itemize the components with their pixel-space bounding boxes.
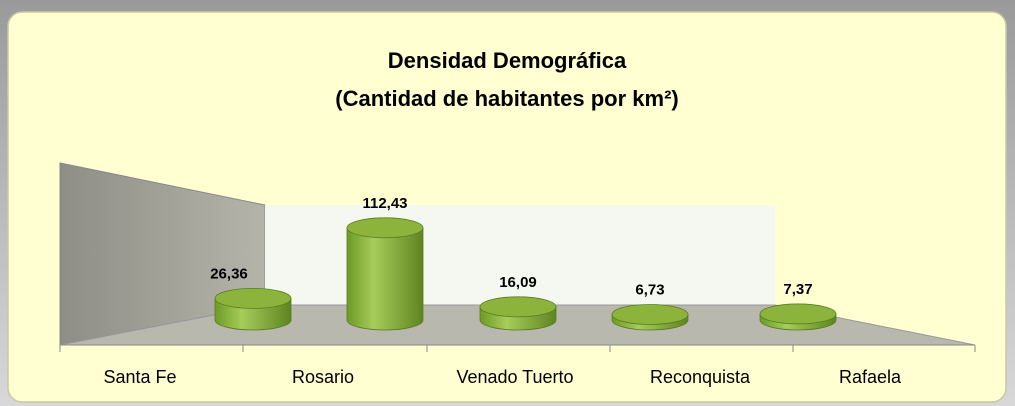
- x-tick-label: Venado Tuerto: [456, 367, 573, 387]
- bar: [346, 227, 424, 331]
- data-label: 7,37: [783, 281, 812, 298]
- data-label: 16,09: [499, 274, 537, 291]
- data-label: 112,43: [362, 195, 407, 212]
- x-tick-label: Santa Fe: [103, 367, 176, 387]
- bar-top: [479, 296, 557, 318]
- x-tick-label: Rosario: [292, 367, 354, 387]
- bar-top: [611, 304, 689, 325]
- chart-title: (Cantidad de habitantes por km²): [335, 86, 678, 111]
- bar-top: [346, 217, 424, 239]
- bar-top: [214, 287, 292, 309]
- x-tick-label: Reconquista: [650, 367, 751, 387]
- data-label: 26,36: [210, 265, 248, 282]
- chart-title: Densidad Demográfica: [388, 48, 627, 73]
- x-tick-label: Rafaela: [839, 367, 902, 387]
- data-label: 6,73: [635, 281, 664, 298]
- axis: [59, 344, 976, 352]
- bar-top: [759, 303, 837, 325]
